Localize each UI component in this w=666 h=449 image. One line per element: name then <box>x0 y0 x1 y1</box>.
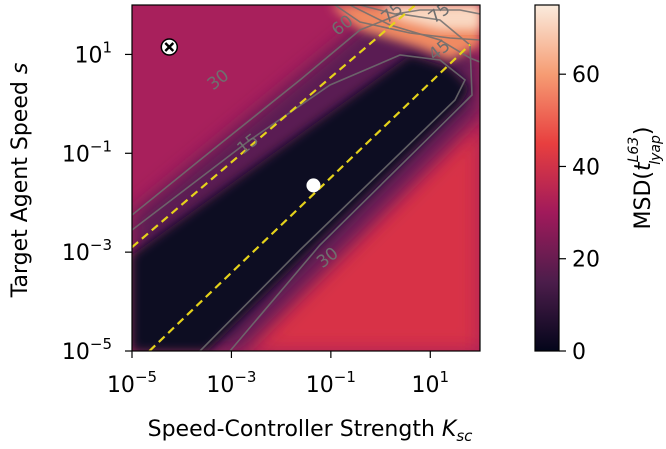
colorbar-tick-label-1: 0 <box>572 340 586 365</box>
colorbar-ticks: 0 20 40 60 <box>559 63 600 365</box>
contour-line-75 <box>359 5 480 15</box>
x-tick-label-1: 10−5 <box>107 368 157 398</box>
x-tick-label-4: 101 <box>412 368 450 398</box>
y-tick-label-3: 10−1 <box>62 137 112 167</box>
boundary-line-1 <box>132 5 417 249</box>
y-tick-label-4: 101 <box>74 38 112 68</box>
heatmap-region-lower-right <box>240 120 480 351</box>
y-tick-label-2: 10−3 <box>62 236 112 266</box>
x-tick-label-2: 10−3 <box>206 368 256 398</box>
x-axis-label: Speed-Controller Strength Ksc <box>148 417 474 445</box>
contour-line-45 <box>349 5 480 63</box>
contour-line-30 <box>132 13 473 351</box>
heatmap-region-valley <box>132 55 470 351</box>
x-axis-ticks: 10−5 10−3 10−1 101 <box>107 351 449 398</box>
boundary-lines <box>132 5 471 351</box>
colorbar-label: MSD(tL63 lyap) <box>626 127 664 230</box>
markers <box>160 38 321 193</box>
colorbar-tick-label-4: 60 <box>572 63 600 88</box>
contour-line-15 <box>132 54 467 351</box>
marker-x-circle <box>160 38 179 56</box>
colorbar-tick-label-3: 40 <box>572 155 600 180</box>
colorbar <box>534 4 560 352</box>
marker-circle <box>306 178 321 193</box>
y-axis-label: Target Agent Speed s <box>8 63 33 299</box>
colorbar-tick-label-2: 20 <box>572 248 600 273</box>
plot-frame <box>131 4 481 352</box>
y-tick-label-1: 10−5 <box>62 335 112 365</box>
boundary-line-2 <box>148 43 471 351</box>
contour-line-60 <box>334 5 480 41</box>
heatmap-region-peak <box>380 5 480 30</box>
x-tick-label-3: 10−1 <box>306 368 356 398</box>
y-axis-ticks: 10−5 10−3 10−1 101 <box>62 38 132 365</box>
contour-lines <box>132 5 480 351</box>
